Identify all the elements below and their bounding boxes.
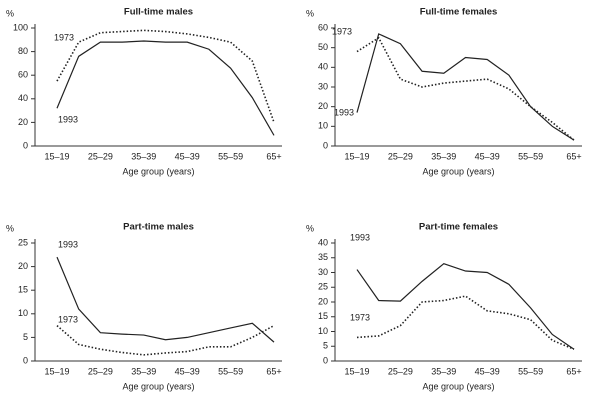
series-line — [56, 29, 275, 123]
y-tick-label: 60 — [18, 70, 28, 80]
chart-title: Part-time males — [123, 222, 194, 233]
y-axis-label: % — [306, 8, 314, 18]
x-tick-label: 65+ — [266, 151, 281, 161]
y-tick-label: 30 — [318, 81, 328, 91]
chart-title: Full-time females — [420, 7, 498, 18]
y-tick-label: 50 — [318, 42, 328, 52]
x-tick-label: 35–39 — [431, 366, 456, 376]
y-tick-label: 100 — [13, 22, 28, 32]
y-tick-label: 40 — [18, 93, 28, 103]
series-label: 1973 — [350, 312, 370, 322]
y-tick-label: 20 — [318, 296, 328, 306]
y-tick-label: 15 — [318, 311, 328, 321]
series-label: 1993 — [350, 232, 370, 242]
y-tick-label: 10 — [18, 308, 28, 318]
y-tick-label: 10 — [318, 326, 328, 336]
x-tick-label: 35–39 — [131, 151, 156, 161]
x-axis-label: Age group (years) — [122, 166, 194, 176]
y-tick-label: 40 — [318, 62, 328, 72]
y-tick-label: 0 — [23, 140, 28, 150]
x-tick-label: 15–19 — [344, 151, 369, 161]
series-line — [356, 295, 575, 350]
x-tick-label: 35–39 — [131, 366, 156, 376]
chart-title: Full-time males — [124, 7, 193, 18]
x-tick-label: 25–29 — [388, 151, 413, 161]
y-tick-label: 5 — [323, 341, 328, 351]
x-tick-label: 55–59 — [518, 366, 543, 376]
x-tick-label: 65+ — [566, 366, 581, 376]
y-tick-label: 80 — [18, 46, 28, 56]
y-tick-label: 35 — [318, 252, 328, 262]
series-line — [356, 33, 575, 141]
y-tick-label: 60 — [318, 22, 328, 32]
x-tick-label: 45–39 — [175, 366, 200, 376]
x-tick-label: 55–59 — [518, 151, 543, 161]
y-tick-label: 0 — [23, 355, 28, 365]
x-tick-label: 25–29 — [88, 366, 113, 376]
series-label: 1993 — [334, 107, 354, 117]
y-tick-label: 15 — [18, 285, 28, 295]
y-tick-label: 25 — [18, 237, 28, 247]
x-tick-label: 55–59 — [218, 151, 243, 161]
x-tick-label: 45–39 — [475, 151, 500, 161]
series-label: 1993 — [58, 114, 78, 124]
chart-panel: Part-time males% Age group (years) 0 5 10 15 2… — [6, 222, 282, 391]
x-tick-label: 65+ — [266, 366, 281, 376]
chart-panel: Full-time females% Age group (years) 0 10 20… — [306, 7, 582, 176]
x-tick-label: 15–19 — [44, 151, 69, 161]
series-label: 1973 — [54, 32, 74, 42]
chart-title: Part-time females — [419, 222, 498, 233]
x-tick-label: 45–39 — [475, 366, 500, 376]
x-tick-label: 15–19 — [344, 366, 369, 376]
series-line — [56, 256, 275, 343]
y-tick-label: 30 — [318, 267, 328, 277]
x-axis-label: Age group (years) — [422, 381, 494, 391]
series-label: 1993 — [58, 239, 78, 249]
series-label: 1973 — [58, 314, 78, 324]
y-axis-label: % — [306, 223, 314, 233]
series-line — [356, 262, 575, 350]
chart-panel: Full-time males% Age group (years) 0 20 40 60… — [6, 7, 282, 176]
y-tick-label: 0 — [323, 355, 328, 365]
series-line — [56, 324, 275, 356]
series-label: 1973 — [332, 26, 352, 36]
y-tick-label: 10 — [318, 121, 328, 131]
x-tick-label: 25–29 — [88, 151, 113, 161]
y-tick-label: 25 — [318, 282, 328, 292]
x-axis-label: Age group (years) — [122, 381, 194, 391]
x-axis-label: Age group (years) — [422, 166, 494, 176]
x-tick-label: 15–19 — [44, 366, 69, 376]
y-tick-label: 40 — [318, 237, 328, 247]
x-tick-label: 65+ — [566, 151, 581, 161]
y-tick-label: 20 — [18, 261, 28, 271]
y-tick-label: 5 — [23, 332, 28, 342]
y-axis-label: % — [6, 8, 14, 18]
y-tick-label: 0 — [323, 140, 328, 150]
x-tick-label: 35–39 — [431, 151, 456, 161]
y-axis-label: % — [6, 223, 14, 233]
y-tick-label: 20 — [18, 117, 28, 127]
series-line — [56, 40, 275, 136]
x-tick-label: 25–29 — [388, 366, 413, 376]
x-tick-label: 45–39 — [175, 151, 200, 161]
y-tick-label: 20 — [318, 101, 328, 111]
series-line — [356, 36, 575, 141]
x-tick-label: 55–59 — [218, 366, 243, 376]
chart-panel: Part-time females% Age group (years) 0 5 10 1… — [306, 222, 582, 391]
